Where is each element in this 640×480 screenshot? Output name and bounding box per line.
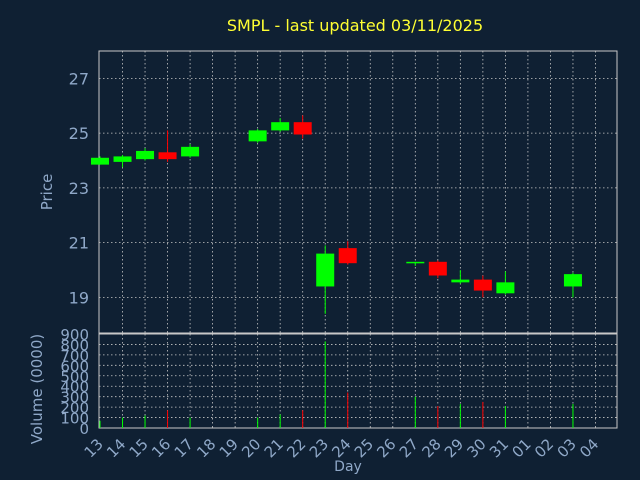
candle-03 (563, 272, 582, 298)
candle-body (113, 156, 132, 162)
candle-body (316, 253, 335, 287)
volume-plot-frame (98, 333, 618, 429)
candle-body (248, 130, 267, 142)
candle-body (158, 152, 177, 160)
candle-body (136, 150, 155, 160)
x-tick-labels: 1314151617181920212223242526272829303101… (81, 435, 603, 461)
volume-axis-label: Volume (0000) (28, 334, 46, 444)
price-tick-label: 25 (69, 124, 89, 143)
candle-body (338, 248, 357, 264)
volume-tick-label: 700 (60, 347, 89, 365)
candle-body (293, 122, 312, 135)
candle-20 (248, 129, 267, 143)
candle-22 (293, 115, 312, 139)
volume-tick-label: 300 (60, 389, 89, 407)
candle-body (271, 122, 290, 131)
candle-body (406, 261, 425, 264)
price-gridlines (99, 51, 617, 333)
candle-body (473, 279, 492, 291)
price-tick-label: 23 (69, 179, 89, 198)
candle-30 (473, 275, 492, 298)
volume-tick-label: 800 (60, 336, 89, 354)
volume-bars (99, 341, 574, 428)
chart-title: SMPL - last updated 03/11/2025 (227, 16, 483, 35)
candlesticks (91, 115, 582, 314)
x-axis-label: Day (334, 459, 362, 475)
volume-tick-label: 200 (60, 399, 89, 417)
price-tick-label: 27 (69, 69, 89, 88)
candle-body (451, 279, 470, 283)
candle-28 (428, 260, 447, 279)
candle-13 (91, 156, 109, 165)
x-tick-label: 04 (576, 435, 602, 461)
candle-21 (271, 118, 290, 132)
price-plot-frame (98, 50, 618, 334)
volume-tick-label: 400 (60, 378, 89, 396)
price-panel: 19 21 23 25 27 Price (38, 50, 618, 334)
candle-body (496, 282, 515, 294)
candle-29 (451, 270, 470, 284)
candle-body (563, 274, 582, 287)
candle-24 (338, 241, 357, 265)
volume-tick-label: 600 (60, 357, 89, 375)
price-tick-label: 19 (69, 288, 89, 307)
candle-15 (136, 148, 155, 161)
volume-gridlines (99, 334, 617, 428)
candle-body (181, 146, 200, 157)
candle-16 (158, 130, 177, 162)
candle-31 (496, 271, 515, 295)
volume-tick-label: 500 (60, 368, 89, 386)
volume-tick-label: 100 (60, 410, 89, 428)
volume-tick-label: 0 (79, 420, 89, 438)
candle-23 (316, 245, 335, 314)
candle-14 (113, 155, 132, 168)
candle-body (428, 261, 447, 276)
candle-17 (181, 144, 200, 158)
price-axis-label: Price (38, 174, 56, 211)
candle-27 (406, 261, 425, 266)
price-tick-labels: 19 21 23 25 27 (69, 69, 89, 307)
candle-body (91, 157, 109, 165)
price-tick-label: 21 (69, 234, 89, 253)
volume-tick-label: 900 (60, 326, 89, 344)
